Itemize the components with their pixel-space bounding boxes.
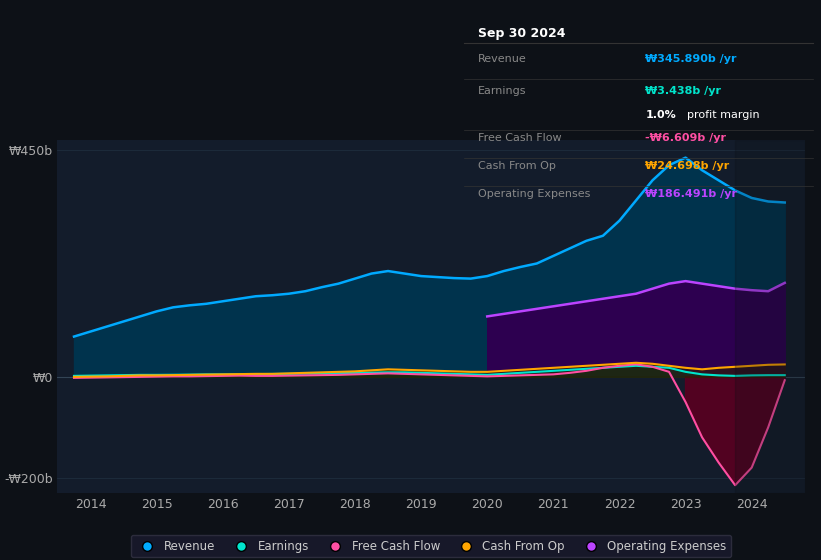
Text: ₩186.491b /yr: ₩186.491b /yr <box>645 189 737 199</box>
Text: -₩6.609b /yr: -₩6.609b /yr <box>645 133 727 143</box>
Text: ₩24.698b /yr: ₩24.698b /yr <box>645 161 730 171</box>
Text: Earnings: Earnings <box>478 86 526 96</box>
Text: Cash From Op: Cash From Op <box>478 161 556 171</box>
Text: Free Cash Flow: Free Cash Flow <box>478 133 562 143</box>
Bar <box>735 140 805 493</box>
Text: Revenue: Revenue <box>478 54 526 64</box>
Text: Sep 30 2024: Sep 30 2024 <box>478 27 566 40</box>
Text: profit margin: profit margin <box>687 110 759 120</box>
Text: Operating Expenses: Operating Expenses <box>478 189 590 199</box>
Text: ₩345.890b /yr: ₩345.890b /yr <box>645 54 736 64</box>
Text: 1.0%: 1.0% <box>645 110 676 120</box>
Legend: Revenue, Earnings, Free Cash Flow, Cash From Op, Operating Expenses: Revenue, Earnings, Free Cash Flow, Cash … <box>131 535 732 557</box>
Text: ₩3.438b /yr: ₩3.438b /yr <box>645 86 722 96</box>
